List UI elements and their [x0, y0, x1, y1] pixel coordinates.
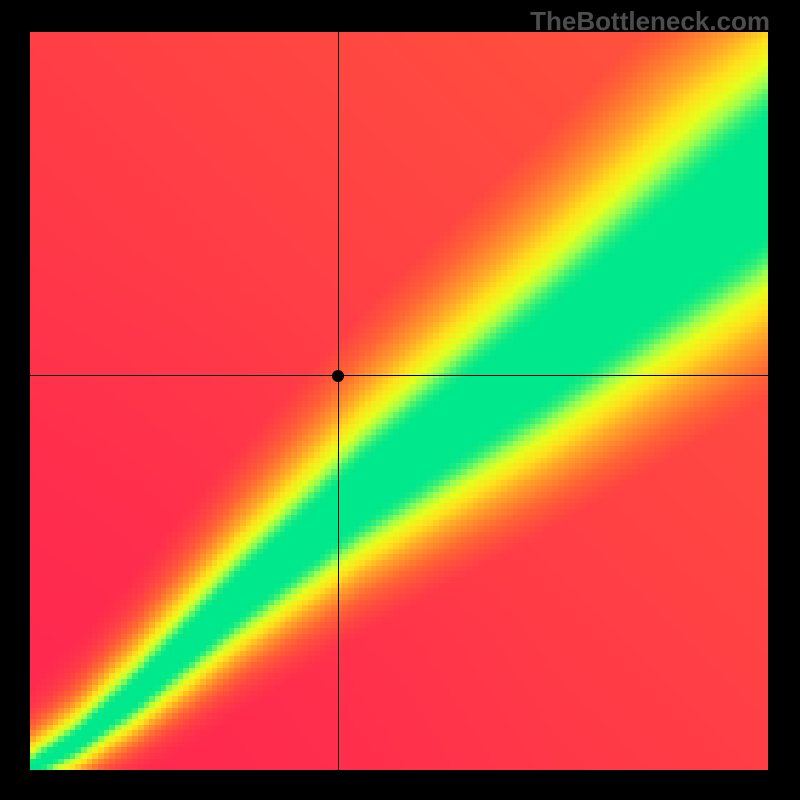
watermark-text: TheBottleneck.com	[530, 6, 770, 37]
crosshair-horizontal	[30, 375, 768, 376]
crosshair-vertical	[338, 32, 339, 770]
chart-container: TheBottleneck.com	[0, 0, 800, 800]
heatmap-canvas	[30, 32, 768, 770]
